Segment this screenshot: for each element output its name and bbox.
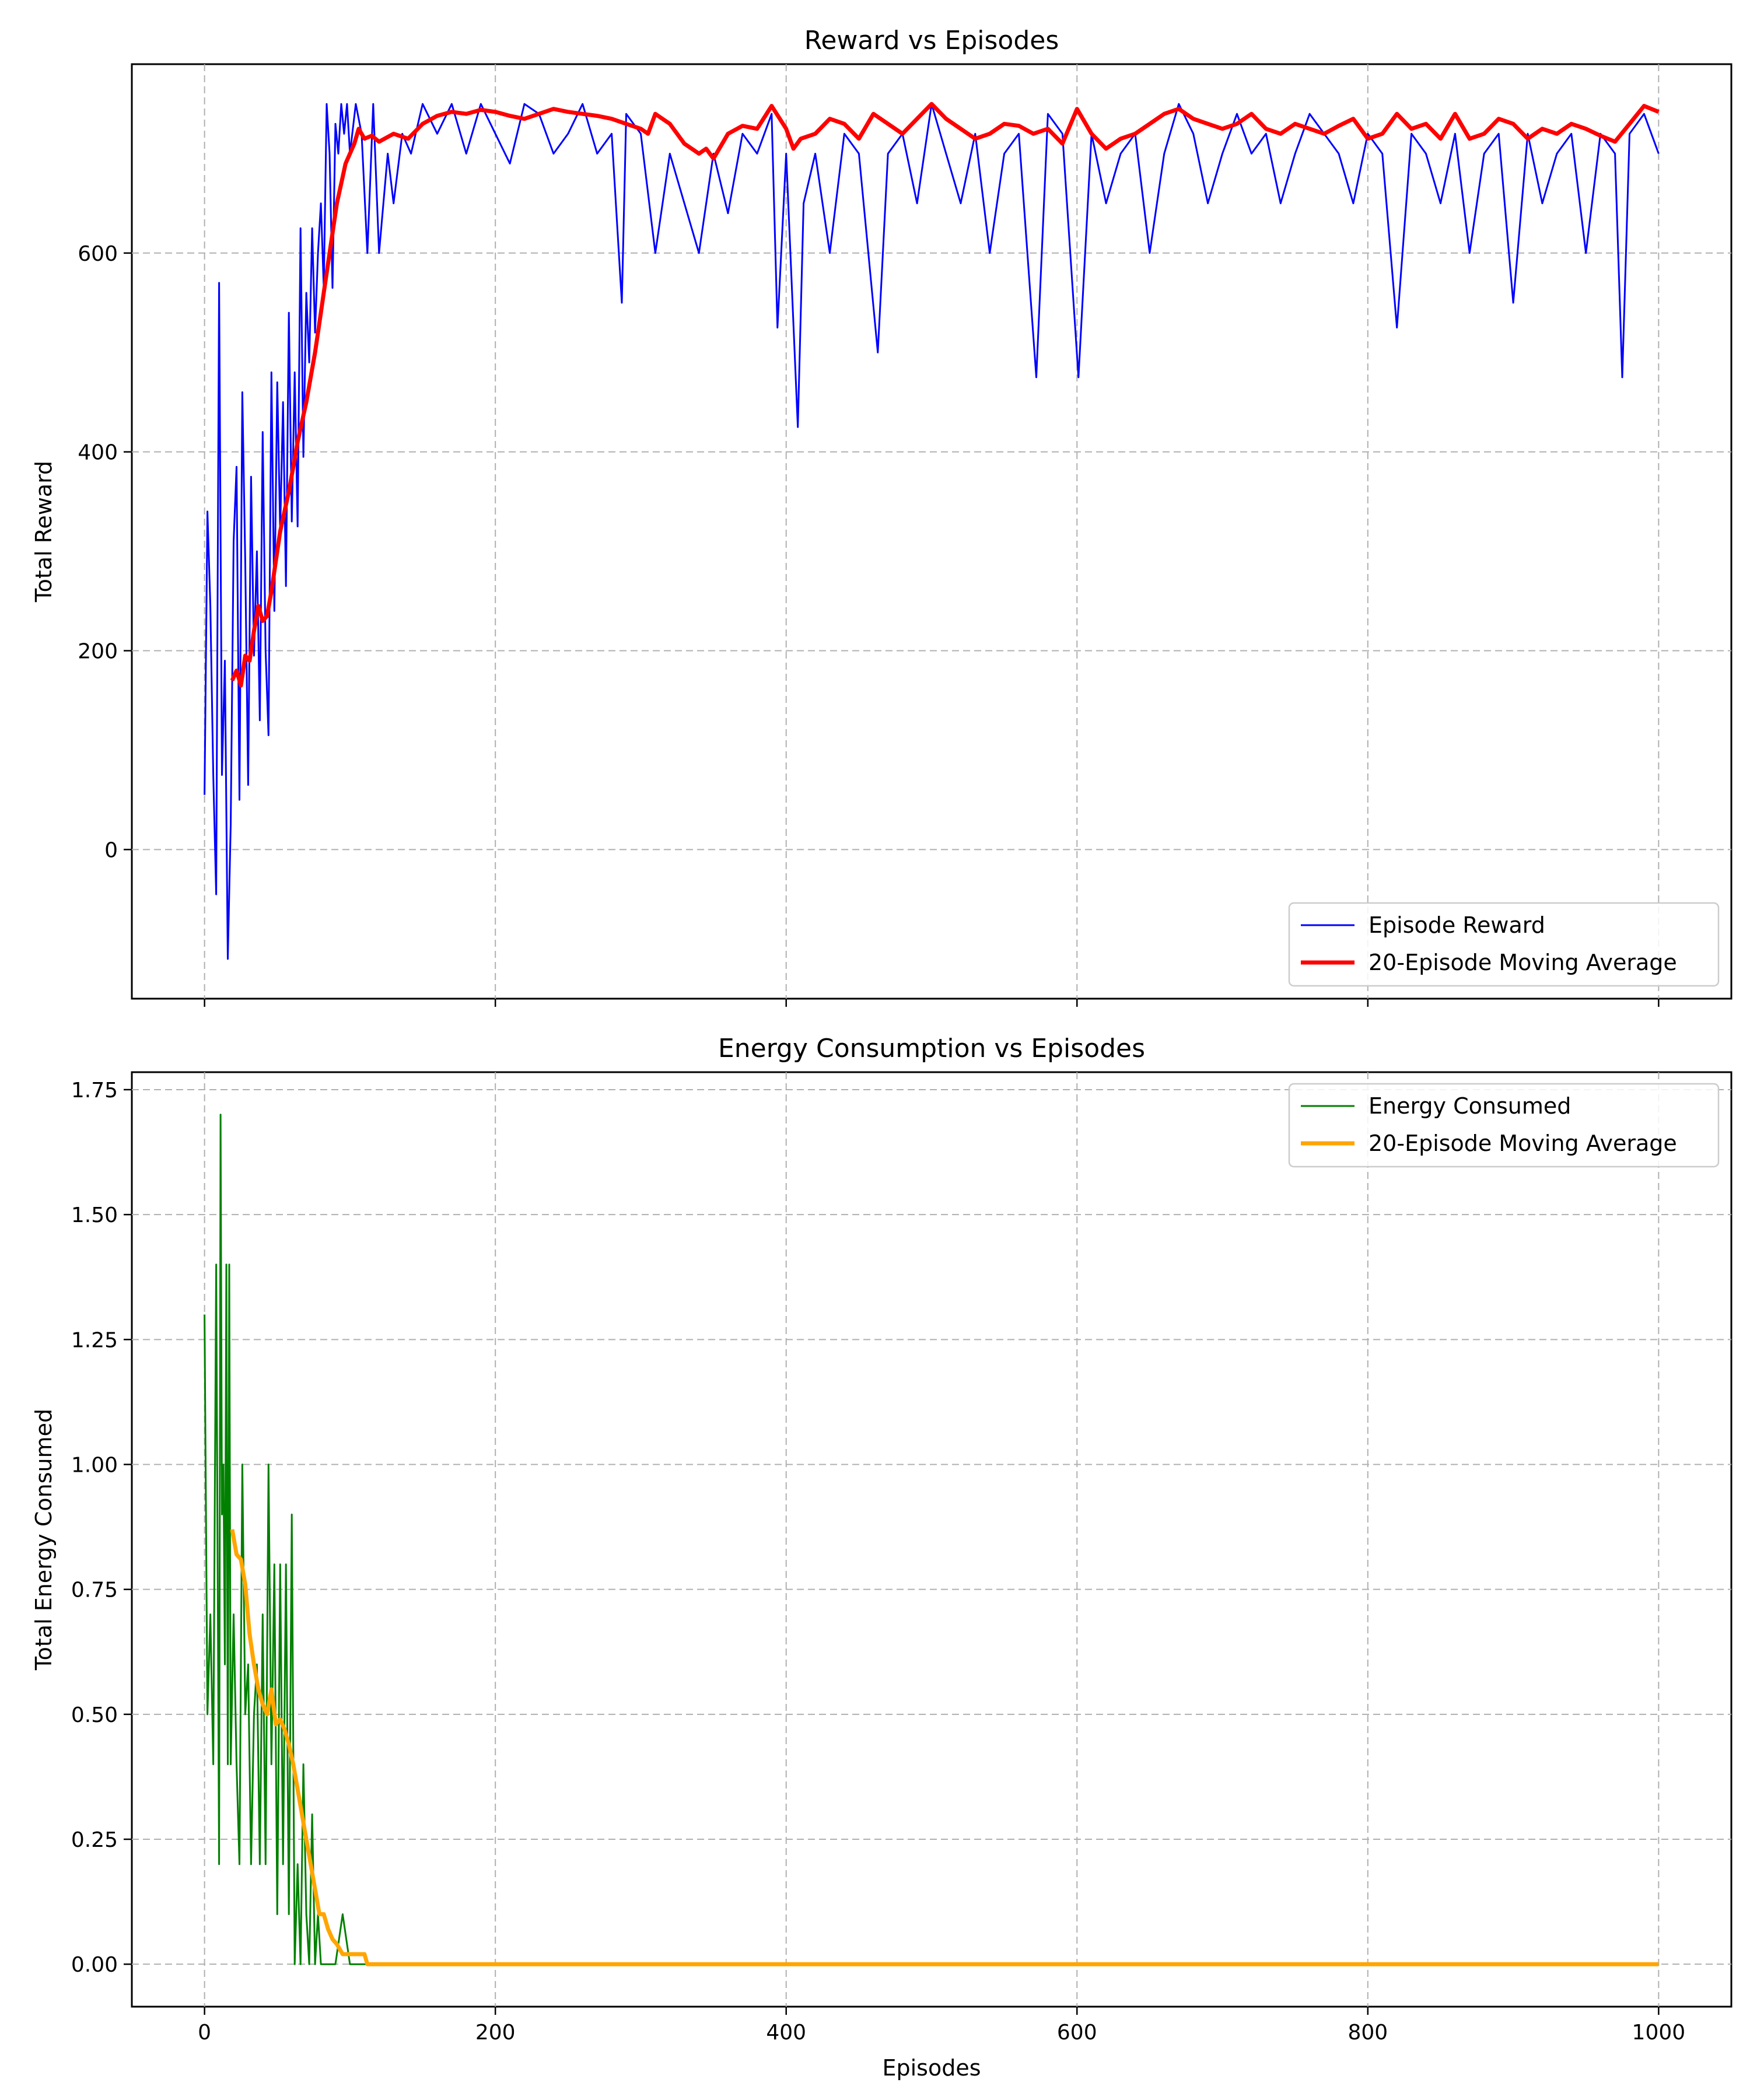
energy-y-tick-label: 1.75: [71, 1079, 118, 1102]
reward-legend-box: [1288, 902, 1720, 987]
energy-x-tick-label: 0: [198, 2021, 211, 2045]
energy-legend-label: Energy Consumed: [1368, 1093, 1571, 1119]
energy-y-tick-label: 0.00: [71, 1953, 118, 1977]
energy-x-tick-label: 800: [1348, 2021, 1388, 2045]
energy-series-moving-average-line: [230, 1529, 1659, 1966]
reward-axis-ticks: 0 200 400 600: [78, 242, 1660, 1007]
energy-x-tick-label: 1000: [1632, 2021, 1686, 2045]
energy-x-tick-label: 600: [1057, 2021, 1097, 2045]
reward-series-lines: [204, 102, 1660, 960]
reward-series-moving-average-line: [230, 102, 1660, 688]
reward-y-tick-label: 0: [104, 838, 118, 862]
energy-legend-box: [1288, 1083, 1720, 1168]
energy-y-axis-label: Total Energy Consumed: [31, 1409, 57, 1671]
reward-series-raw-line: [204, 103, 1660, 960]
energy-chart-title: Energy Consumption vs Episodes: [718, 1034, 1145, 1063]
energy-y-tick-label: 0.50: [71, 1703, 118, 1727]
reward-y-tick-label: 200: [78, 640, 118, 664]
reward-chart-panel: 0 200 400 600 Reward vs Episodes Total Rewa…: [31, 26, 1732, 1007]
energy-chart-panel: 0 200 400 600 800 1000 0.00 0.25 0.50 0.75 1.00 1.2…: [31, 1034, 1732, 2081]
energy-series-raw-line: [204, 1114, 1659, 1965]
energy-y-tick-label: 1.25: [71, 1328, 118, 1352]
reward-legend-label: Episode Reward: [1368, 912, 1545, 938]
energy-legend-label: 20-Episode Moving Average: [1368, 1130, 1677, 1156]
energy-y-tick-label: 1.00: [71, 1453, 118, 1477]
energy-gridlines: [132, 1072, 1731, 2007]
energy-y-tick-label: 0.25: [71, 1828, 118, 1852]
reward-legend: Episode Reward 20-Episode Moving Average: [1288, 902, 1720, 987]
energy-plot-area: [131, 1071, 1732, 2008]
reward-chart-title: Reward vs Episodes: [804, 26, 1059, 55]
energy-axis-ticks: 0 200 400 600 800 1000 0.00 0.25 0.50 0.75 1.00 1.2…: [71, 1079, 1685, 2045]
reward-y-tick-label: 600: [78, 242, 118, 266]
reward-plot-area: [131, 63, 1732, 1000]
energy-x-tick-label: 200: [475, 2021, 516, 2045]
reward-y-axis-label: Total Reward: [31, 461, 57, 603]
reward-y-tick-label: 400: [78, 441, 118, 465]
energy-x-axis-label: Episodes: [882, 2055, 981, 2081]
energy-series-lines: [204, 1114, 1659, 1966]
reward-gridlines: [132, 64, 1731, 999]
energy-y-tick-label: 0.75: [71, 1578, 118, 1602]
energy-legend: Energy Consumed 20-Episode Moving Average: [1288, 1083, 1720, 1168]
energy-x-tick-label: 400: [766, 2021, 806, 2045]
energy-y-tick-label: 1.50: [71, 1203, 118, 1227]
reward-legend-label: 20-Episode Moving Average: [1368, 950, 1677, 975]
